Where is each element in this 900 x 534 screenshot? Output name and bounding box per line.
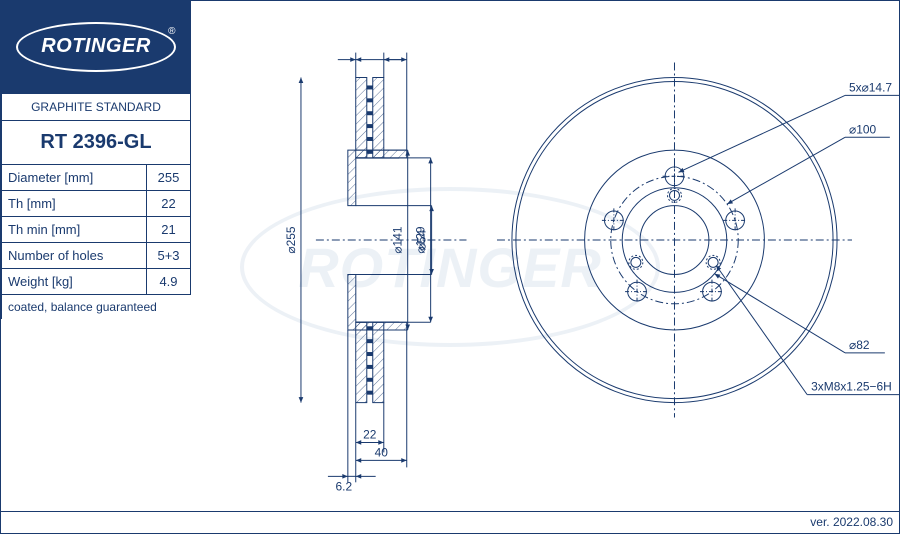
svg-text:⌀100: ⌀100 <box>849 122 876 136</box>
svg-text:5x⌀14.7: 5x⌀14.7 <box>849 80 892 94</box>
brand-logo-box: ROTINGER <box>1 1 191 93</box>
spec-value: 4.9 <box>147 269 191 295</box>
table-row: Th [mm]22 <box>2 191 191 217</box>
technical-drawing: ⌀255⌀141⌀54⌀12922406.25x⌀14.7⌀100⌀823xM8… <box>191 1 899 509</box>
svg-text:⌀255: ⌀255 <box>284 226 298 253</box>
spec-label: Diameter [mm] <box>2 165 147 191</box>
spec-table: GRAPHITE STANDARD RT 2396-GL Diameter [m… <box>1 93 191 319</box>
drawing-svg: ⌀255⌀141⌀54⌀12922406.25x⌀14.7⌀100⌀823xM8… <box>191 1 899 509</box>
spec-label: Weight [kg] <box>2 269 147 295</box>
brand-name: ROTINGER <box>41 35 151 58</box>
svg-text:22: 22 <box>363 427 377 441</box>
spec-label: Number of holes <box>2 243 147 269</box>
table-row: Weight [kg]4.9 <box>2 269 191 295</box>
table-row: Diameter [mm]255 <box>2 165 191 191</box>
svg-text:3xM8x1.25−6H: 3xM8x1.25−6H <box>811 380 892 394</box>
table-row: Number of holes5+3 <box>2 243 191 269</box>
spec-value: 5+3 <box>147 243 191 269</box>
brand-logo: ROTINGER <box>16 22 176 72</box>
table-row: Th min [mm]21 <box>2 217 191 243</box>
version-label: ver. 2022.08.30 <box>1 511 899 529</box>
svg-text:40: 40 <box>375 445 389 459</box>
spec-value: 21 <box>147 217 191 243</box>
svg-text:⌀129: ⌀129 <box>414 226 428 253</box>
svg-text:6.2: 6.2 <box>336 479 353 493</box>
spec-label: Th [mm] <box>2 191 147 217</box>
part-number: RT 2396-GL <box>2 121 191 165</box>
subtitle: GRAPHITE STANDARD <box>2 94 191 121</box>
coating-note: coated, balance guaranteed <box>2 295 191 320</box>
svg-text:⌀141: ⌀141 <box>391 226 405 253</box>
spec-label: Th min [mm] <box>2 217 147 243</box>
spec-value: 22 <box>147 191 191 217</box>
svg-text:⌀82: ⌀82 <box>849 338 870 352</box>
spec-value: 255 <box>147 165 191 191</box>
